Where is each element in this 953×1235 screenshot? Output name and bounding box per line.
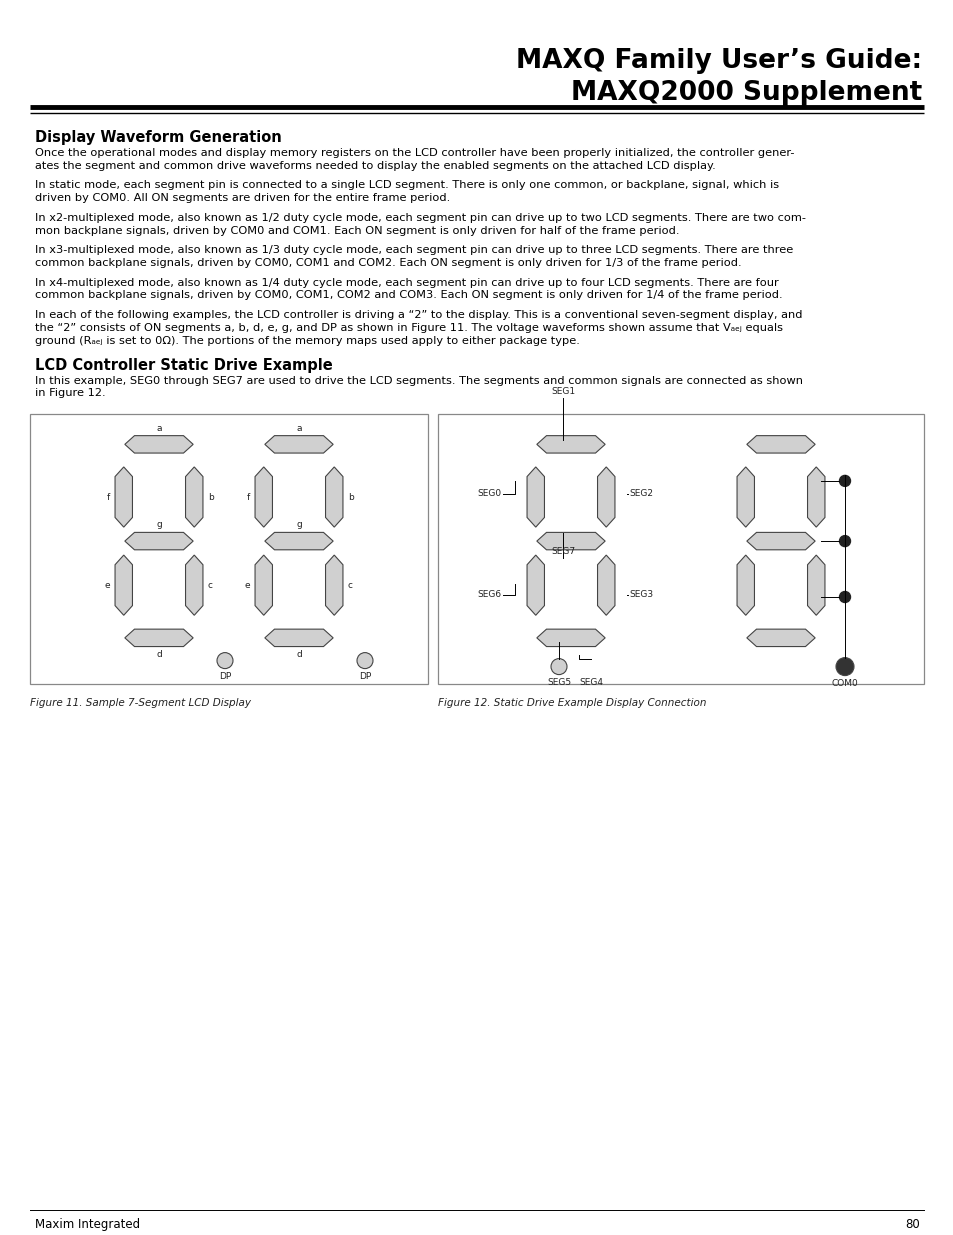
- Polygon shape: [254, 467, 273, 527]
- Polygon shape: [537, 532, 604, 550]
- Text: COM0: COM0: [831, 678, 858, 688]
- Circle shape: [216, 652, 233, 668]
- Text: d: d: [295, 650, 301, 658]
- Text: MAXQ Family User’s Guide:: MAXQ Family User’s Guide:: [516, 48, 921, 74]
- Circle shape: [356, 652, 373, 668]
- Text: f: f: [107, 493, 110, 501]
- Text: Maxim Integrated: Maxim Integrated: [35, 1218, 140, 1231]
- Polygon shape: [737, 467, 754, 527]
- Polygon shape: [526, 555, 544, 615]
- Text: e: e: [244, 580, 250, 589]
- Text: SEG0: SEG0: [476, 489, 500, 498]
- Circle shape: [839, 475, 850, 487]
- Text: SEG3: SEG3: [628, 590, 653, 599]
- Polygon shape: [115, 467, 132, 527]
- Text: 80: 80: [904, 1218, 919, 1231]
- Polygon shape: [325, 555, 342, 615]
- Polygon shape: [185, 467, 203, 527]
- Polygon shape: [265, 629, 333, 647]
- Polygon shape: [737, 555, 754, 615]
- Polygon shape: [537, 629, 604, 647]
- Text: MAXQ2000 Supplement: MAXQ2000 Supplement: [570, 80, 921, 106]
- Text: Display Waveform Generation: Display Waveform Generation: [35, 130, 281, 144]
- Text: SEG2: SEG2: [628, 489, 652, 498]
- FancyBboxPatch shape: [30, 414, 428, 684]
- Text: LCD Controller Static Drive Example: LCD Controller Static Drive Example: [35, 358, 333, 373]
- Text: DP: DP: [218, 672, 231, 680]
- Polygon shape: [125, 629, 193, 647]
- Text: e: e: [104, 580, 110, 589]
- Text: g: g: [295, 520, 301, 530]
- Text: Figure 12. Static Drive Example Display Connection: Figure 12. Static Drive Example Display …: [437, 698, 706, 708]
- Circle shape: [839, 536, 850, 547]
- Circle shape: [551, 658, 566, 674]
- Text: Once the operational modes and display memory registers on the LCD controller ha: Once the operational modes and display m…: [35, 148, 794, 170]
- Polygon shape: [526, 467, 544, 527]
- Polygon shape: [597, 555, 615, 615]
- Polygon shape: [125, 532, 193, 550]
- Polygon shape: [265, 436, 333, 453]
- Polygon shape: [325, 467, 342, 527]
- Polygon shape: [806, 467, 824, 527]
- Text: In x3-multiplexed mode, also known as 1/3 duty cycle mode, each segment pin can : In x3-multiplexed mode, also known as 1/…: [35, 246, 792, 268]
- Text: a: a: [296, 424, 301, 432]
- Text: a: a: [156, 424, 162, 432]
- Text: In x4-multiplexed mode, also known as 1/4 duty cycle mode, each segment pin can : In x4-multiplexed mode, also known as 1/…: [35, 278, 781, 300]
- Circle shape: [839, 592, 850, 603]
- Text: c: c: [348, 580, 353, 589]
- Polygon shape: [746, 629, 814, 647]
- Polygon shape: [806, 555, 824, 615]
- FancyBboxPatch shape: [437, 414, 923, 684]
- Text: Figure 11. Sample 7-Segment LCD Display: Figure 11. Sample 7-Segment LCD Display: [30, 698, 251, 708]
- Polygon shape: [254, 555, 273, 615]
- Text: SEG4: SEG4: [578, 678, 602, 687]
- Text: In static mode, each segment pin is connected to a single LCD segment. There is : In static mode, each segment pin is conn…: [35, 180, 779, 204]
- Polygon shape: [537, 436, 604, 453]
- Polygon shape: [265, 532, 333, 550]
- Text: c: c: [208, 580, 213, 589]
- Text: SEG7: SEG7: [551, 547, 575, 556]
- Polygon shape: [125, 436, 193, 453]
- Text: SEG1: SEG1: [551, 387, 575, 396]
- Text: b: b: [208, 493, 213, 501]
- Text: g: g: [156, 520, 162, 530]
- Text: DP: DP: [358, 672, 371, 680]
- Text: f: f: [247, 493, 250, 501]
- Polygon shape: [597, 467, 615, 527]
- Text: b: b: [348, 493, 354, 501]
- Circle shape: [835, 657, 853, 676]
- Polygon shape: [185, 555, 203, 615]
- Text: d: d: [156, 650, 162, 658]
- Text: In each of the following examples, the LCD controller is driving a “2” to the di: In each of the following examples, the L…: [35, 310, 801, 346]
- Text: In this example, SEG0 through SEG7 are used to drive the LCD segments. The segme: In this example, SEG0 through SEG7 are u…: [35, 375, 802, 399]
- Polygon shape: [746, 532, 814, 550]
- Polygon shape: [746, 436, 814, 453]
- Polygon shape: [115, 555, 132, 615]
- Text: SEG6: SEG6: [476, 590, 500, 599]
- Text: In x2-multiplexed mode, also known as 1/2 duty cycle mode, each segment pin can : In x2-multiplexed mode, also known as 1/…: [35, 212, 805, 236]
- Text: SEG5: SEG5: [546, 678, 571, 687]
